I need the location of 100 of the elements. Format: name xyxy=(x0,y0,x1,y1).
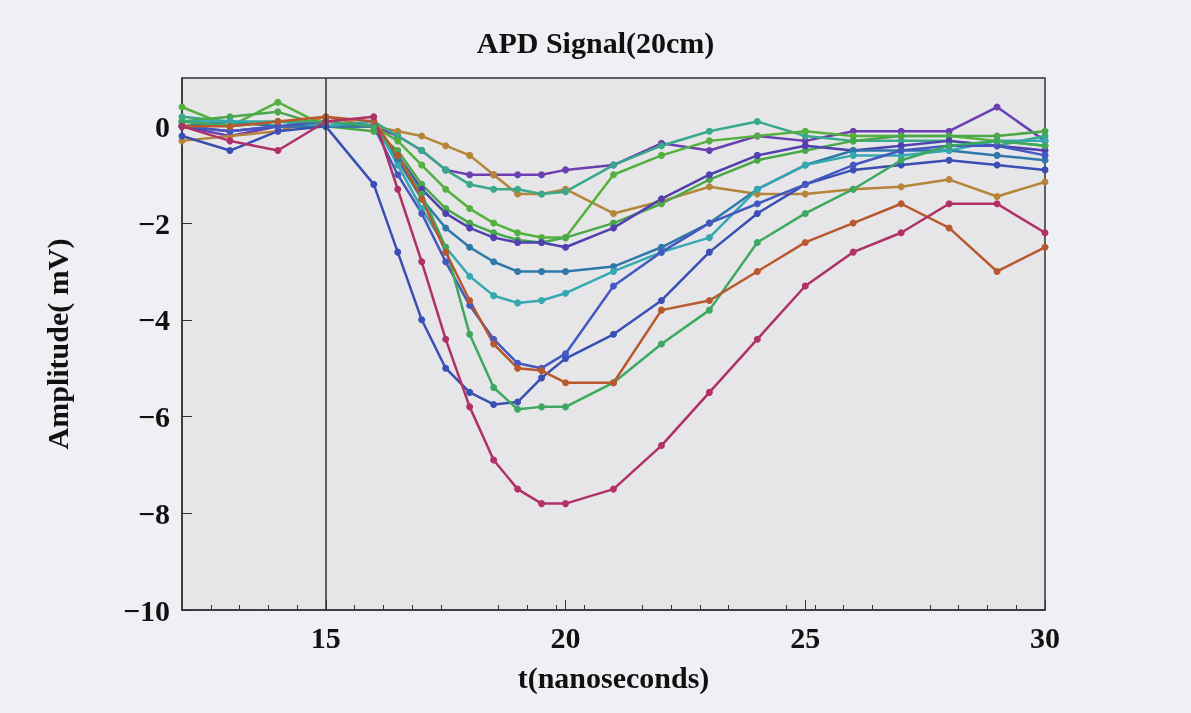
point xyxy=(945,156,953,164)
point xyxy=(657,442,665,450)
point xyxy=(657,296,665,304)
point xyxy=(562,350,570,358)
point xyxy=(849,248,857,256)
point xyxy=(442,364,450,372)
y-tick-label: −4 xyxy=(137,303,170,337)
point xyxy=(897,156,905,164)
point xyxy=(801,282,809,290)
point xyxy=(993,200,1001,208)
point xyxy=(945,176,953,184)
point xyxy=(705,171,713,179)
point xyxy=(657,151,665,159)
point xyxy=(442,209,450,217)
point xyxy=(538,374,546,382)
point xyxy=(466,151,474,159)
point xyxy=(466,388,474,396)
x-tick-label: 15 xyxy=(310,620,341,654)
point xyxy=(394,171,402,179)
point xyxy=(418,316,426,324)
point xyxy=(442,185,450,193)
point xyxy=(753,151,761,159)
point xyxy=(610,209,617,217)
x-tick-label: 30 xyxy=(1030,620,1060,654)
point xyxy=(514,485,522,493)
point xyxy=(514,171,522,179)
point xyxy=(993,151,1001,159)
point xyxy=(418,209,426,217)
point xyxy=(562,289,570,297)
point xyxy=(801,127,809,135)
point xyxy=(394,161,402,169)
point xyxy=(466,243,474,251)
point xyxy=(562,267,570,275)
point xyxy=(993,192,1001,200)
point xyxy=(849,219,857,227)
point xyxy=(370,180,378,188)
point xyxy=(490,258,498,266)
point xyxy=(514,299,522,307)
y-axis-title: Amplitude( mV) xyxy=(40,238,75,450)
point xyxy=(394,137,402,145)
point xyxy=(442,142,450,150)
point xyxy=(705,127,713,135)
point xyxy=(490,292,498,300)
point xyxy=(418,258,426,266)
point xyxy=(418,161,426,169)
point xyxy=(705,306,713,314)
point xyxy=(753,267,761,275)
point xyxy=(610,282,617,290)
point xyxy=(490,234,498,242)
point xyxy=(610,171,617,179)
point xyxy=(442,224,450,232)
point xyxy=(705,248,713,256)
point xyxy=(801,209,809,217)
point xyxy=(801,190,809,198)
point xyxy=(442,335,450,343)
point xyxy=(562,500,570,508)
point xyxy=(514,267,522,275)
point xyxy=(610,485,617,493)
point xyxy=(466,171,474,179)
point xyxy=(490,456,498,464)
point xyxy=(705,183,713,191)
point xyxy=(466,272,474,280)
point xyxy=(705,296,713,304)
point xyxy=(466,403,474,411)
point xyxy=(418,132,426,140)
point xyxy=(610,330,617,338)
point xyxy=(849,151,857,159)
x-tick-label: 20 xyxy=(550,620,581,654)
point xyxy=(466,205,474,213)
point xyxy=(490,384,498,392)
point xyxy=(490,185,498,193)
point xyxy=(705,388,713,396)
point xyxy=(562,403,570,411)
point xyxy=(849,161,857,169)
point xyxy=(753,238,761,246)
point xyxy=(1041,151,1049,159)
y-tick-label: −8 xyxy=(137,496,170,530)
point xyxy=(657,306,665,314)
y-tick-label: −2 xyxy=(137,206,170,240)
point xyxy=(945,200,953,208)
point xyxy=(538,171,546,179)
point xyxy=(562,166,570,174)
point xyxy=(610,224,617,232)
point xyxy=(897,229,905,237)
point xyxy=(514,398,522,406)
x-axis-title: t(nanoseconds) xyxy=(517,660,710,695)
point xyxy=(466,330,474,338)
point xyxy=(490,400,498,408)
point xyxy=(538,403,546,411)
point xyxy=(394,248,402,256)
point xyxy=(226,137,234,145)
point xyxy=(226,147,234,155)
x-tick-label: 25 xyxy=(790,620,821,654)
point xyxy=(993,267,1001,275)
point xyxy=(801,142,809,150)
point xyxy=(562,243,570,251)
point xyxy=(514,405,522,413)
point xyxy=(538,500,546,508)
point xyxy=(394,185,402,193)
point xyxy=(442,258,450,266)
